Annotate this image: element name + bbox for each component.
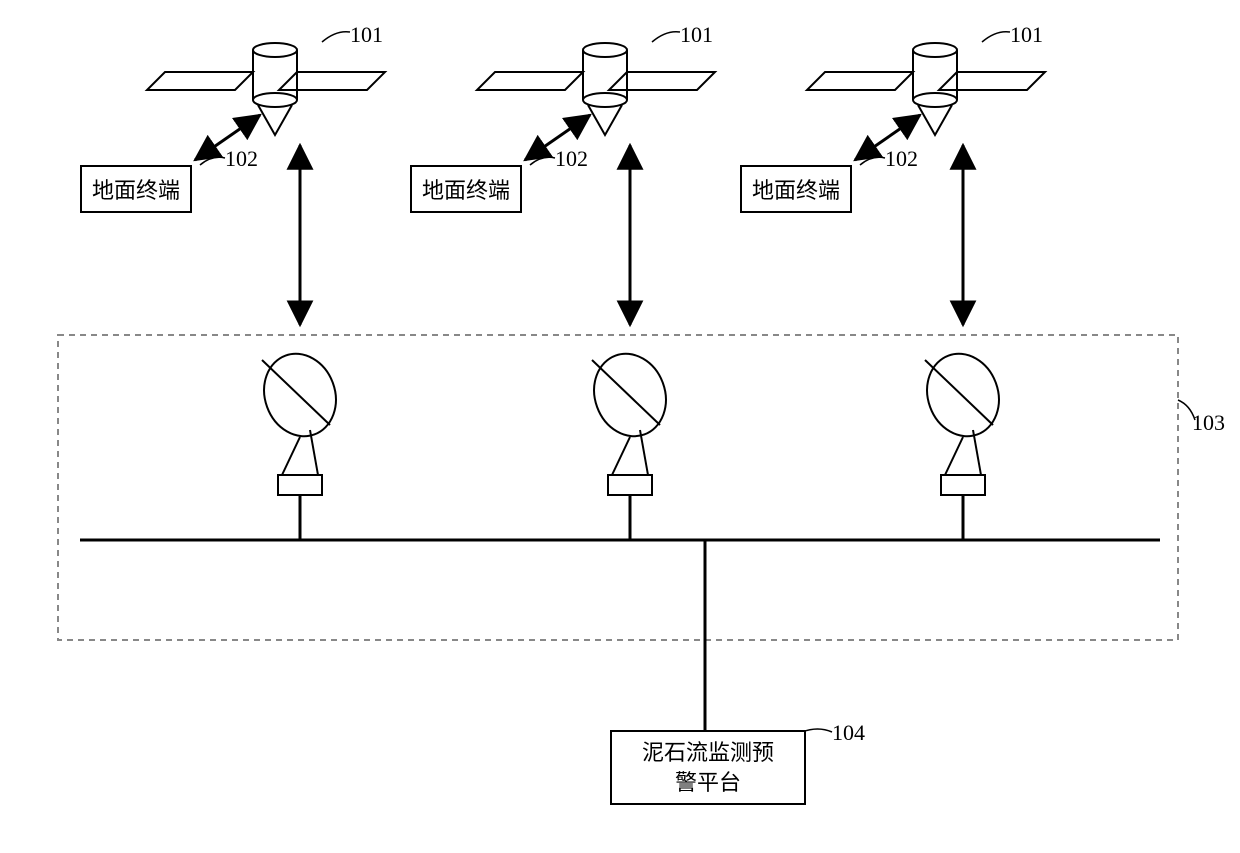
ref-101-3: 101 [1010, 22, 1043, 48]
diagram-svg [0, 0, 1240, 853]
ground-terminal-3: 地面终端 [740, 165, 852, 213]
ref-103: 103 [1192, 410, 1225, 436]
platform-line2: 警平台 [628, 768, 788, 798]
ground-station-2 [583, 344, 678, 495]
ref-101-2: 101 [680, 22, 713, 48]
ground-terminal-1: 地面终端 [80, 165, 192, 213]
ref-101-1: 101 [350, 22, 383, 48]
ground-terminal-1-label: 地面终端 [92, 178, 180, 203]
monitoring-platform: 泥石流监测预 警平台 [610, 730, 806, 805]
ground-terminal-2-label: 地面终端 [422, 178, 510, 203]
ground-station-3 [916, 344, 1011, 495]
ref-102-1: 102 [225, 146, 258, 172]
ref-104: 104 [832, 720, 865, 746]
ref-102-3: 102 [885, 146, 918, 172]
ref-102-2: 102 [555, 146, 588, 172]
platform-line1: 泥石流监测预 [628, 738, 788, 768]
ground-station-1 [253, 344, 348, 495]
ground-terminal-3-label: 地面终端 [752, 178, 840, 203]
ground-terminal-2: 地面终端 [410, 165, 522, 213]
diagram-canvas: 地面终端 地面终端 地面终端 101 101 101 102 102 102 1… [0, 0, 1240, 853]
